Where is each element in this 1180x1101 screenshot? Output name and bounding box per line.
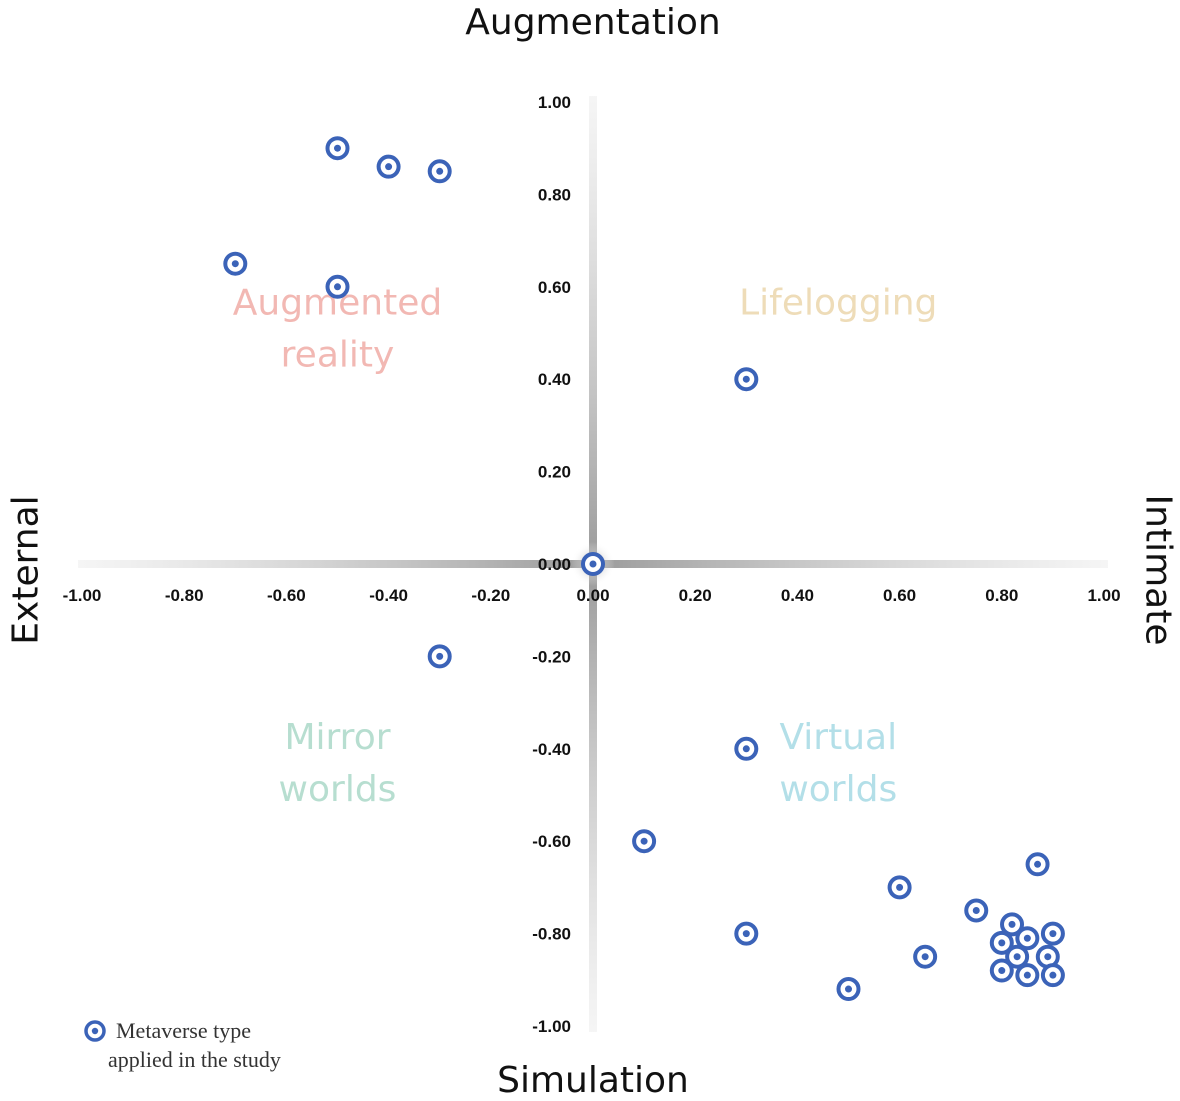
- data-point: [1025, 852, 1050, 877]
- data-point: [887, 875, 912, 900]
- y-tick-label: 0.00: [538, 555, 571, 574]
- legend-label: Metaverse type: [116, 1018, 251, 1043]
- x-tick-label: -0.40: [369, 586, 408, 605]
- y-tick-label: 1.00: [538, 93, 571, 112]
- y-tick-label: -1.00: [532, 1017, 571, 1036]
- x-tick-label: 0.40: [781, 586, 814, 605]
- y-tick-label: 0.40: [538, 370, 571, 389]
- quadrant-label: Virtual worlds: [779, 717, 897, 810]
- data-point: [1000, 912, 1025, 937]
- data-point: [989, 930, 1014, 955]
- data-point: [223, 251, 248, 276]
- data-point: [989, 958, 1014, 983]
- y-tick-label: 0.80: [538, 185, 571, 204]
- data-point: [734, 367, 759, 392]
- y-tick-label: -0.60: [532, 832, 571, 851]
- x-tick-label: 0.20: [679, 586, 712, 605]
- data-point: [734, 736, 759, 761]
- legend: Metaverse type applied in the study: [84, 1018, 281, 1072]
- x-tick-label: 0.00: [576, 586, 609, 605]
- data-point: [427, 159, 452, 184]
- axis-title-right: Intimate: [1137, 494, 1179, 646]
- x-tick-label: -0.20: [471, 586, 510, 605]
- data-point: [1005, 944, 1030, 969]
- legend-marker: [84, 1020, 106, 1042]
- data-point: [1040, 921, 1065, 946]
- quadrant-label: Augmented reality: [233, 283, 442, 376]
- quadrant-labels: Augmented reality Lifelogging Mirror worlds V…: [233, 283, 938, 810]
- data-point: [427, 644, 452, 669]
- data-point: [836, 977, 861, 1002]
- legend-label: applied in the study: [108, 1047, 281, 1072]
- data-points: [223, 136, 1065, 1002]
- y-tick-label: -0.20: [532, 647, 571, 666]
- x-tick-label: -1.00: [63, 586, 102, 605]
- axis-title-bottom: Simulation: [497, 1060, 689, 1101]
- axis-title-top: Augmentation: [465, 2, 721, 43]
- data-point: [1015, 963, 1040, 988]
- x-tick-label: -0.60: [267, 586, 306, 605]
- data-point: [913, 944, 938, 969]
- y-tick-label: -0.40: [532, 740, 571, 759]
- data-point: [1040, 963, 1065, 988]
- quadrant-label: Lifelogging: [739, 283, 937, 324]
- y-tick-label: 0.60: [538, 278, 571, 297]
- y-tick-label: -0.80: [532, 925, 571, 944]
- y-tick-label: 0.20: [538, 463, 571, 482]
- x-tick-label: -0.80: [165, 586, 204, 605]
- x-tick-label: 1.00: [1087, 586, 1120, 605]
- data-point: [325, 136, 350, 161]
- data-point: [376, 154, 401, 179]
- data-point: [632, 829, 657, 854]
- x-tick-label: 0.80: [985, 586, 1018, 605]
- data-point: [964, 898, 989, 923]
- tick-labels: -1.00 -0.80 -0.60 -0.40 -0.20 0.00 0.20 0.40 0.6…: [63, 93, 1121, 1036]
- data-point: [734, 921, 759, 946]
- axis-title-left: External: [5, 495, 47, 645]
- x-tick-label: 0.60: [883, 586, 916, 605]
- data-point: [1015, 926, 1040, 951]
- data-point: [581, 552, 605, 576]
- data-point: [325, 274, 350, 299]
- quadrant-label: Mirror worlds: [279, 717, 397, 810]
